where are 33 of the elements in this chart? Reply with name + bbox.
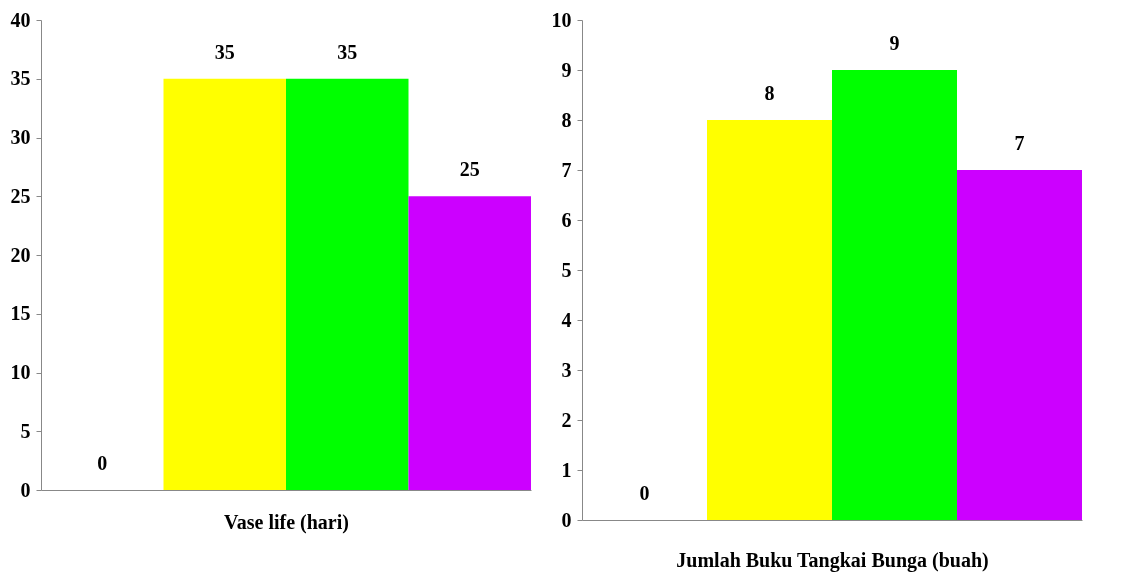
y-tick-label: 15 <box>10 302 31 325</box>
y-tick-label: 9 <box>561 58 572 81</box>
y-tick-label: 6 <box>561 208 572 231</box>
bar <box>957 170 1082 520</box>
y-tick-label: 5 <box>561 258 572 281</box>
y-tick-label: 20 <box>10 243 31 266</box>
data-label: 9 <box>889 32 900 54</box>
data-label: 8 <box>764 82 775 104</box>
data-label: 25 <box>459 158 480 181</box>
y-tick-label: 2 <box>561 408 572 431</box>
y-tick-label: 7 <box>561 158 572 181</box>
x-axis-title: Vase life (hari) <box>224 510 349 534</box>
y-tick-label: 40 <box>10 8 31 31</box>
bar <box>832 70 957 520</box>
y-tick-label: 8 <box>561 108 572 131</box>
y-tick-label: 4 <box>561 308 572 331</box>
data-label: 7 <box>1014 132 1025 154</box>
data-label: 0 <box>97 452 108 474</box>
y-tick-label: 0 <box>561 508 572 531</box>
y-tick-label: 10 <box>10 361 31 383</box>
data-label: 35 <box>337 40 358 63</box>
x-axis-title: Jumlah Buku Tangkai Bunga (buah) <box>676 548 989 572</box>
y-tick-label: 35 <box>10 67 31 90</box>
bar <box>707 120 832 520</box>
y-tick-label: 10 <box>551 8 572 31</box>
y-tick-label: 0 <box>20 478 31 501</box>
data-label: 0 <box>639 482 650 504</box>
y-tick-label: 25 <box>10 184 31 207</box>
y-tick-label: 1 <box>561 458 572 481</box>
data-label: 35 <box>214 40 235 63</box>
y-tick-label: 3 <box>561 358 572 381</box>
y-tick-label: 30 <box>10 126 31 148</box>
y-tick-label: 5 <box>20 419 31 442</box>
